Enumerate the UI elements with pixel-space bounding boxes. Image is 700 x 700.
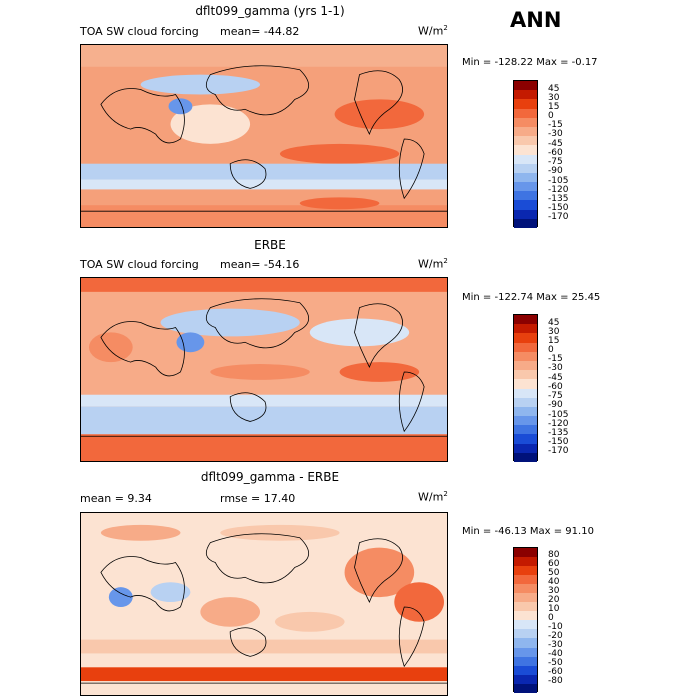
panel3-colorbar-tick: 10 — [548, 604, 560, 614]
panel1-colorbar-tick: -75 — [548, 157, 563, 167]
panel1-colorbar-tick: 0 — [548, 111, 554, 121]
panel1-mean: mean= -44.82 — [220, 25, 300, 38]
panel3-colorbar-tick: 20 — [548, 595, 560, 605]
panel3-colorbar-tick: -40 — [548, 649, 563, 659]
panel3-colorbar-tick: 40 — [548, 577, 560, 587]
panel3-colorbar-tick: 30 — [548, 586, 560, 596]
panel1-units: W/m2 — [418, 24, 448, 38]
panel2-colorbar-tick: 0 — [548, 345, 554, 355]
panel3-minmax: Min = -46.13 Max = 91.10 — [462, 526, 594, 537]
panel3-colorbar-tick: 50 — [548, 568, 560, 578]
panel1-colorbar-tick: 45 — [548, 84, 560, 94]
panel2-colorbar-tick: -15 — [548, 354, 563, 364]
panel2-colorbar-tick: -30 — [548, 363, 563, 373]
panel1-colorbar-tick: 30 — [548, 93, 560, 103]
panel2-field-label: TOA SW cloud forcing — [80, 258, 199, 271]
panel3-colorbar-tick: -80 — [548, 676, 563, 686]
panel1-colorbar-tick: -30 — [548, 129, 563, 139]
panel2-minmax: Min = -122.74 Max = 25.45 — [462, 292, 601, 303]
panel1-colorbar-tick: 15 — [548, 102, 560, 112]
panel3-colorbar — [513, 547, 538, 693]
panel3-colorbar-tick: 0 — [548, 613, 554, 623]
panel3-colorbar-tick: 80 — [548, 550, 560, 560]
panel2-colorbar-tick: 30 — [548, 327, 560, 337]
panel3-map — [80, 512, 448, 696]
panel2-units: W/m2 — [418, 257, 448, 271]
panel1-colorbar-tick: -105 — [548, 176, 569, 186]
panel2-colorbar-tick: 45 — [548, 318, 560, 328]
panel1-colorbar-tick: -150 — [548, 203, 569, 213]
panel1-colorbar-tick: -45 — [548, 139, 563, 149]
panel3-rmse: rmse = 17.40 — [220, 492, 296, 505]
panel2-colorbar-tick: -120 — [548, 419, 569, 429]
panel3-mean: mean = 9.34 — [80, 492, 152, 505]
season-label: ANN — [510, 8, 562, 32]
panel2-colorbar-tick: -60 — [548, 382, 563, 392]
panel1-colorbar-tick: -135 — [548, 194, 569, 204]
panel1-colorbar-tick: -170 — [548, 212, 569, 222]
panel2-colorbar-tick: -170 — [548, 446, 569, 456]
panel1-field-label: TOA SW cloud forcing — [80, 25, 199, 38]
panel2-colorbar-tick: -135 — [548, 428, 569, 438]
panel2-colorbar-tick: -90 — [548, 400, 563, 410]
panel1-minmax: Min = -128.22 Max = -0.17 — [462, 57, 598, 68]
panel3-title: dflt099_gamma - ERBE — [200, 470, 340, 484]
panel3-colorbar-tick: -30 — [548, 640, 563, 650]
panel2-colorbar — [513, 314, 538, 462]
panel1-colorbar-tick: -60 — [548, 148, 563, 158]
panel2-colorbar-tick: -150 — [548, 437, 569, 447]
panel3-colorbar-tick: 60 — [548, 559, 560, 569]
panel2-colorbar-tick: -105 — [548, 410, 569, 420]
panel1-colorbar-tick: -120 — [548, 185, 569, 195]
panel2-title: ERBE — [254, 238, 286, 252]
panel2-mean: mean= -54.16 — [220, 258, 300, 271]
panel2-colorbar-tick: -75 — [548, 391, 563, 401]
panel1-colorbar-tick: -15 — [548, 120, 563, 130]
panel3-colorbar-tick: -10 — [548, 622, 563, 632]
panel3-colorbar-tick: -20 — [548, 631, 563, 641]
panel1-title: dflt099_gamma (yrs 1-1) — [195, 4, 345, 18]
panel3-colorbar-tick: -60 — [548, 667, 563, 677]
panel1-colorbar — [513, 80, 538, 228]
panel2-colorbar-tick: 15 — [548, 336, 560, 346]
panel3-colorbar-tick: -50 — [548, 658, 563, 668]
panel3-units: W/m2 — [418, 490, 448, 504]
panel1-map — [80, 44, 448, 228]
panel2-map — [80, 277, 448, 462]
panel1-colorbar-tick: -90 — [548, 166, 563, 176]
panel2-colorbar-tick: -45 — [548, 373, 563, 383]
